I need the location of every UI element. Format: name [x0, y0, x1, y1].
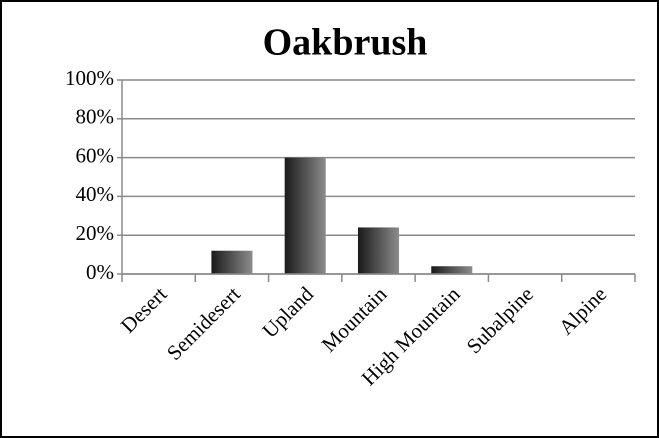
y-tick-label: 100%: [65, 66, 114, 90]
y-tick-label: 20%: [76, 221, 115, 245]
bar: [357, 227, 400, 274]
bar: [284, 157, 326, 274]
bar: [211, 250, 253, 274]
y-tick-label: 0%: [86, 260, 114, 284]
y-tick-label: 60%: [76, 143, 115, 167]
y-tick-label: 40%: [76, 182, 115, 206]
bar: [431, 266, 473, 274]
y-tick-label: 80%: [76, 105, 115, 129]
chart-title: Oakbrush: [263, 22, 428, 64]
